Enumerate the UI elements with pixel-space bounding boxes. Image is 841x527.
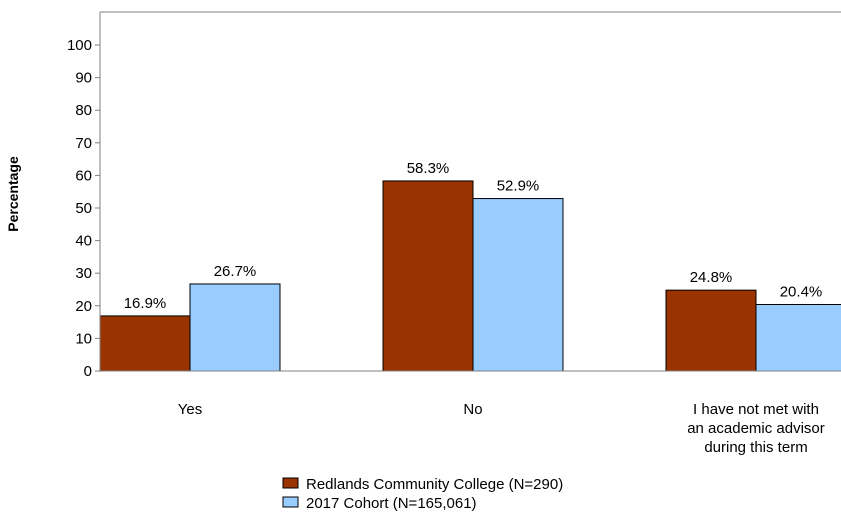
data-labels: 16.9% 58.3% 24.8% 26.7% 52.9% 20.4%: [124, 160, 823, 312]
category-label: an academic advisor: [687, 420, 825, 437]
y-axis: 0 10 20 30 40 50 60 70 80 90 100: [67, 37, 100, 380]
y-tick-label: 90: [75, 70, 92, 87]
y-tick-label: 100: [67, 37, 92, 54]
data-label: 58.3%: [407, 160, 450, 177]
y-tick-label: 80: [75, 102, 92, 119]
category-labels: Yes No I have not met with an academic advi…: [178, 401, 825, 456]
bar-cohort-0: [189, 283, 281, 372]
y-tick-label: 40: [75, 233, 92, 250]
data-label: 16.9%: [124, 295, 167, 312]
legend-label: 2017 Cohort (N=165,061): [306, 495, 477, 512]
y-tick-label: 60: [75, 167, 92, 184]
bar-redlands-2: [665, 289, 757, 372]
legend-swatch: [282, 496, 299, 508]
y-tick-label: 70: [75, 135, 92, 152]
data-label: 24.8%: [690, 269, 733, 286]
legend: Redlands Community College (N=290) 2017 C…: [282, 476, 563, 512]
data-label: 20.4%: [780, 283, 823, 300]
bar-cohort-2: [755, 303, 841, 372]
legend-swatch: [282, 477, 299, 489]
bar-redlands-1: [382, 180, 474, 372]
data-label: 52.9%: [497, 178, 540, 195]
bar-cohort-1: [472, 198, 564, 372]
y-tick-label: 0: [84, 363, 92, 380]
plot-frame: [99, 11, 841, 372]
bar-redlands-0: [99, 315, 191, 372]
y-tick-label: 10: [75, 330, 92, 347]
y-tick-label: 20: [75, 298, 92, 315]
category-label: I have not met with: [693, 401, 819, 418]
y-axis-title: Percentage: [5, 156, 21, 232]
category-label: Yes: [178, 401, 202, 418]
bars: [99, 180, 841, 372]
legend-label: Redlands Community College (N=290): [306, 476, 563, 493]
y-tick-label: 50: [75, 200, 92, 217]
category-label: No: [463, 401, 482, 418]
data-label: 26.7%: [214, 263, 257, 280]
category-label: during this term: [704, 439, 807, 456]
y-tick-label: 30: [75, 265, 92, 282]
